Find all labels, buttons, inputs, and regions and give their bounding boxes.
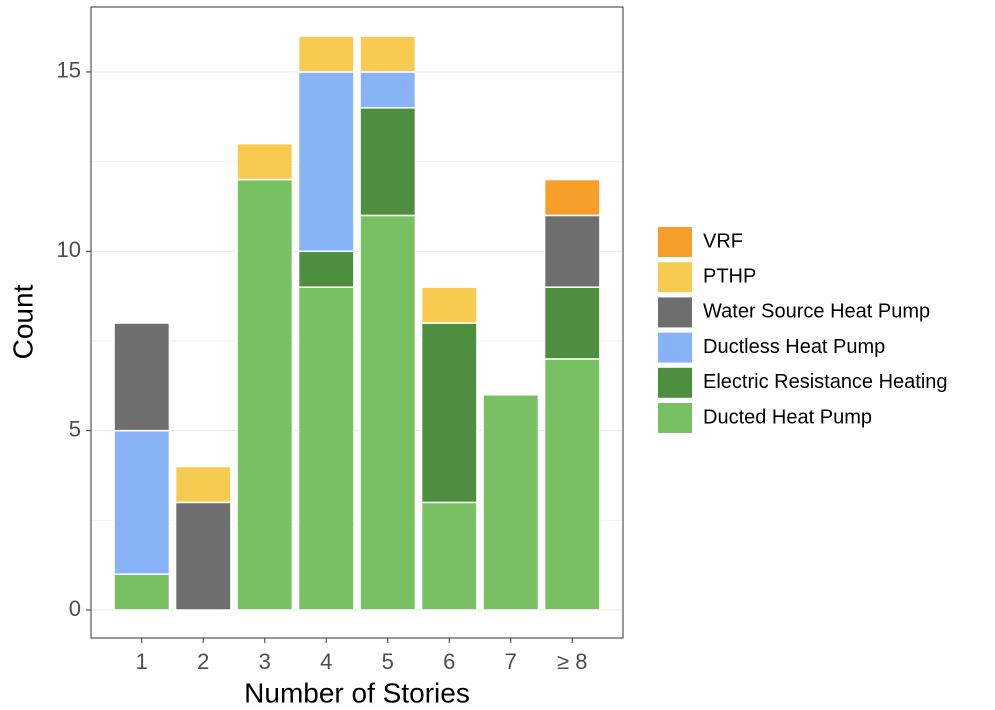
bar-segment <box>113 573 171 611</box>
legend-label: Ductless Heat Pump <box>703 336 885 358</box>
x-tick-label: 6 <box>443 649 455 674</box>
bar-segment <box>420 286 478 324</box>
bar-segment <box>359 35 417 73</box>
bar-segment <box>543 178 601 217</box>
bar-segment <box>113 429 171 575</box>
x-tick-label: 4 <box>320 649 332 674</box>
legend-swatch <box>658 403 692 433</box>
y-axis-title: Count <box>7 284 38 359</box>
x-tick-label: 7 <box>505 649 517 674</box>
bar-segment <box>297 286 355 611</box>
plot-panel <box>90 6 624 639</box>
legend-label: VRF <box>703 230 743 252</box>
legend-swatch <box>658 367 692 398</box>
bar-segment <box>543 286 601 360</box>
bar-segment <box>297 71 355 253</box>
y-tick-label: 10 <box>57 237 81 262</box>
y-tick-label: 15 <box>57 58 81 83</box>
bar-segment <box>359 71 417 109</box>
legend-label: Ducted Heat Pump <box>703 406 872 428</box>
legend-swatch <box>658 262 692 293</box>
bar-segment <box>420 501 478 611</box>
bar-segment <box>113 322 171 432</box>
bar-segment <box>174 501 232 611</box>
bar-segment <box>297 35 355 73</box>
bar-segment <box>174 465 232 504</box>
bar-segment <box>543 214 601 288</box>
bar-segment <box>359 214 417 611</box>
x-tick-label: 5 <box>382 649 394 674</box>
bar-segment <box>420 322 478 504</box>
legend-swatch <box>658 332 692 363</box>
y-tick-label: 5 <box>69 416 81 441</box>
legend-label: Water Source Heat Pump <box>703 301 930 323</box>
legend-swatch <box>658 297 692 328</box>
x-tick-label: 2 <box>197 649 209 674</box>
bar-segment <box>297 250 355 288</box>
legend-label: PTHP <box>703 265 756 287</box>
bar-segment <box>236 178 294 611</box>
legend-label: Electric Resistance Heating <box>703 371 948 393</box>
bar-segment <box>482 394 540 611</box>
x-tick-label: ≥ 8 <box>557 649 587 674</box>
y-tick-label: 0 <box>69 596 81 621</box>
x-tick-label: 1 <box>136 649 148 674</box>
bar-segment <box>543 358 601 611</box>
x-tick-label: 3 <box>259 649 271 674</box>
bar-segment <box>359 107 417 217</box>
bar-segment <box>236 142 294 181</box>
x-axis-title: Number of Stories <box>244 677 470 708</box>
legend-swatch <box>658 227 692 257</box>
